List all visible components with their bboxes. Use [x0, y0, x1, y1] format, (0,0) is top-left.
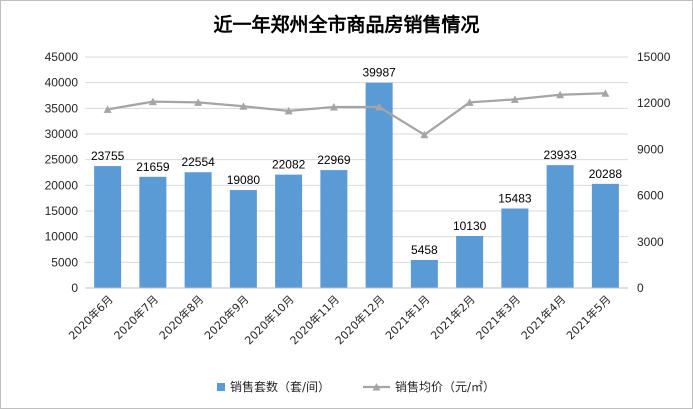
y-right-tick-label: 0 [637, 281, 644, 295]
bar [184, 172, 212, 288]
bar [456, 235, 484, 288]
y-left-tick-label: 0 [71, 281, 78, 295]
bar [229, 190, 257, 288]
y-left-tick-label: 45000 [45, 50, 79, 64]
y-right-tick-label: 9000 [637, 142, 664, 156]
y-left-tick-label: 25000 [45, 153, 79, 167]
data-labels: 23755 21659 22554 19080 22082 22969 39987 5458 1… [91, 66, 622, 257]
y-right-tick-label: 3000 [637, 235, 664, 249]
price-line [107, 92, 606, 136]
line-point-marker [329, 103, 338, 111]
bar [320, 170, 348, 288]
line-point-marker [284, 106, 293, 115]
bar [546, 165, 574, 288]
legend-label-price: 销售均价（元/㎡） [395, 379, 495, 394]
legend-marker-triangle [372, 383, 381, 391]
line-point-marker [556, 90, 565, 99]
legend: 销售套数（套/间） 销售均价（元/㎡） [217, 379, 495, 394]
y-right-tick-label: 12000 [637, 96, 671, 110]
bar-value-label: 15483 [498, 192, 532, 206]
line-point-marker [465, 98, 474, 106]
bar-value-label: 23933 [543, 148, 577, 162]
y-left-tick-label: 15000 [45, 204, 79, 218]
bar-value-label: 19080 [227, 173, 261, 187]
x-tick-label: 2021年2月 [428, 292, 478, 342]
line-point-marker [103, 105, 112, 113]
bar-value-label: 21659 [136, 160, 170, 174]
x-tick-label: 2021年1月 [382, 292, 432, 342]
y-right-tick-label: 6000 [637, 189, 664, 203]
line-point-marker [375, 103, 384, 111]
y-left-tick-label: 20000 [45, 178, 79, 192]
bar [365, 82, 393, 288]
bar [139, 176, 167, 288]
bar-value-label: 22082 [272, 158, 306, 172]
y-left-tick-label: 10000 [45, 230, 79, 244]
bar [591, 183, 619, 288]
bar [275, 174, 303, 288]
x-tick-label: 2020年9月 [201, 292, 251, 342]
bar [410, 259, 438, 288]
legend-label-units: 销售套数（套/间） [230, 379, 330, 394]
y-left-tick-label: 35000 [45, 101, 79, 115]
x-tick-label: 2020年6月 [66, 292, 116, 342]
bar-value-label: 10130 [453, 219, 487, 233]
x-tick-label: 2020年7月 [111, 292, 161, 342]
bar-value-label: 5458 [411, 243, 438, 257]
line-point-marker [601, 89, 610, 97]
bar [501, 208, 529, 288]
line-point-marker [510, 95, 519, 103]
bar-value-label: 39987 [362, 66, 396, 80]
bar [94, 166, 122, 288]
x-tick-label: 2021年4月 [518, 292, 568, 342]
chart-title: 近一年郑州全市商品房销售情况 [213, 14, 480, 36]
line-point-marker [194, 98, 203, 106]
x-tick-label: 2020年8月 [156, 292, 206, 342]
bar-value-label: 23755 [91, 149, 125, 163]
line-series [103, 89, 610, 139]
y-left-tick-label: 5000 [51, 255, 78, 269]
bar-value-label: 20288 [589, 167, 623, 181]
line-point-marker [148, 97, 157, 106]
x-tick-label: 2021年5月 [563, 292, 613, 342]
bar-series [94, 82, 619, 288]
line-point-marker [239, 102, 248, 110]
y-right-tick-label: 15000 [637, 50, 671, 64]
line-point-marker [420, 130, 429, 139]
y-left-tick-label: 30000 [45, 127, 79, 141]
x-tick-label: 2021年3月 [473, 292, 523, 342]
bar-value-label: 22554 [181, 155, 215, 169]
y-left-tick-label: 40000 [45, 76, 79, 90]
legend-swatch-bar [217, 383, 225, 391]
bar-value-label: 22969 [317, 153, 351, 167]
